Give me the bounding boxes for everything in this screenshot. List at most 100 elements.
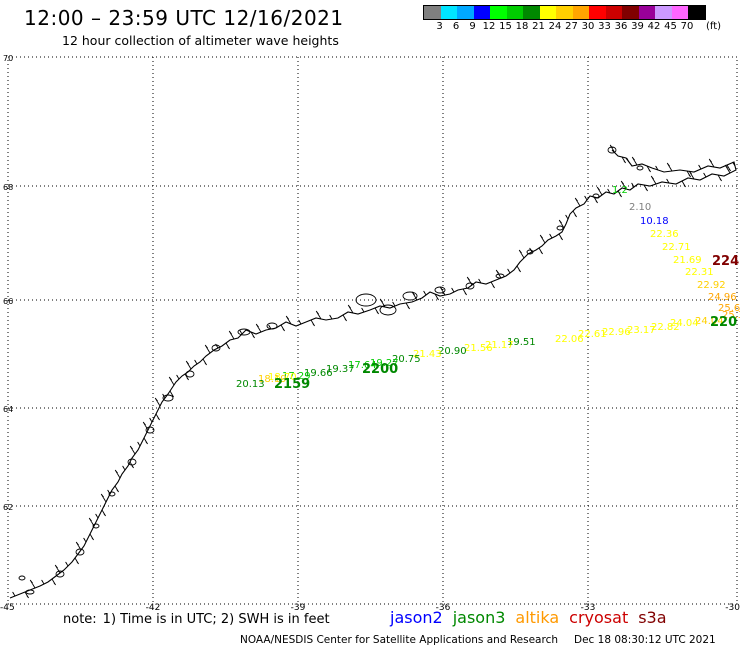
color-scale-tick-label: 27 [565,21,578,32]
wave-height-label: 21.69 [673,255,702,266]
wave-height-color-scale [423,5,706,20]
color-swatch [440,6,457,19]
pass-time-labels: 224 220 2200 2159 [274,254,739,392]
color-scale-tick-label: 21 [532,21,545,32]
color-scale-tick-label: 30 [581,21,595,32]
color-scale-tick-label: 12 [482,21,496,32]
satellite-name: jason3 [452,608,506,627]
lat-lon-grid [8,57,737,604]
color-scale-tick-label: 15 [499,21,512,32]
wave-height-label: 22.06 [555,334,584,345]
lon-tick-label: -39 [291,603,306,613]
footer-note: note: 1) Time is in UTC; 2) SWH is in fee… [63,612,330,627]
wave-height-label: 20.13 [236,379,265,390]
island-outline [92,523,100,529]
note-label: note: [63,612,97,627]
pass-time-label: 224 [712,254,739,269]
wave-height-label: 24.96 [708,292,737,303]
wave-height-label: 22.96 [602,327,631,338]
island-outline [185,370,195,378]
wave-height-label: 17.64 [348,360,377,371]
generated-timestamp: Dec 18 08:30:12 UTC 2021 [574,634,716,646]
map-border [7,56,738,605]
axis-labels: -45 -42 -39 -36 -33 -30 70 68 66 64 62 [0,54,740,613]
wave-height-label: 17.29 [282,371,311,382]
color-swatch [506,6,523,19]
pass-time-label: 220 [710,315,737,330]
island-outline [592,193,600,199]
satellite-legend: jason2 jason3 altika cryosat s3a [390,608,677,627]
island-outline [145,426,155,434]
page-title: 12:00 – 23:59 UTC 12/16/2021 [24,6,344,30]
color-swatch [622,6,639,19]
color-scale-tick-label: 42 [647,21,661,32]
color-scale-unit: (ft) [705,21,722,32]
island-outline [266,322,278,330]
wave-height-labels: 1.22.1010.1822.3622.7121.6922.3122.9224.… [236,185,740,390]
wave-height-label: 24.04 [695,316,724,327]
color-swatch [473,6,490,19]
color-swatch [424,6,441,19]
island-outline [237,328,251,336]
wave-height-label: 22.92 [697,280,726,291]
wave-height-label: 20.90 [438,346,467,357]
satellite-name: jason2 [390,608,443,627]
color-swatch [490,6,507,19]
color-scale-tick-label: 3 [436,21,443,32]
island-outline [211,344,221,352]
color-scale-tick-label: 6 [452,21,460,32]
color-swatch [457,6,474,19]
island-outline [355,293,377,307]
satellite-name: cryosat [569,608,629,627]
color-swatch [523,6,540,19]
color-scale-tick-label: 70 [680,21,694,32]
lon-tick-label: -36 [436,603,451,613]
lat-tick-label: 62 [3,503,13,512]
wave-height-label: 22.71 [662,242,691,253]
wave-height-label: 20.75 [392,354,421,365]
color-swatch [572,6,589,19]
island-outline [379,304,397,316]
lon-tick-label: -42 [146,603,161,613]
color-swatch [605,6,622,19]
wave-height-label: 22.82 [651,322,680,333]
island-outline [434,286,446,294]
lat-tick-label: 68 [3,183,13,192]
island-outline [556,225,564,231]
wave-height-label: 18.19 [258,374,287,385]
island-outline [127,458,137,466]
color-swatch [655,6,672,19]
island-outline [636,165,644,171]
color-swatch [556,6,573,19]
lon-tick-label: -45 [0,603,15,613]
color-scale-tick-label: 33 [598,21,611,32]
color-swatch [539,6,556,19]
wave-height-label: 19.51 [507,337,536,348]
credit-line: NOAA/NESDIS Center for Satellite Applica… [240,634,716,646]
island-outline [55,570,65,578]
island-outline [607,146,617,154]
island-outline [495,273,505,279]
color-scale-labels: 3 6 9 12 15 18 21 24 27 30 33 36 39 42 45 70 (ft) [423,21,740,35]
color-swatch [589,6,606,19]
wave-height-label: 19.27 [370,358,399,369]
color-scale-tick-label: 45 [664,21,677,32]
color-swatch [638,6,655,19]
color-scale-tick-label: 9 [469,21,476,32]
island-outline [75,548,85,556]
wave-height-label: 21.43 [413,349,442,360]
lon-tick-label: -33 [581,603,596,613]
wave-height-label: 1.2 [612,185,628,196]
pass-time-label: 2159 [274,377,310,392]
color-swatch [688,6,705,19]
pass-time-label: 2200 [362,362,398,377]
island-outline [108,491,116,497]
wave-height-label: 25.6 [718,303,740,314]
island-outline [18,575,26,581]
island-outline [162,394,174,402]
satellite-name: altika [515,608,560,627]
wave-height-label: 21.17 [485,340,514,351]
lat-tick-label: 66 [3,297,13,306]
wave-height-label: 2.10 [629,202,651,213]
